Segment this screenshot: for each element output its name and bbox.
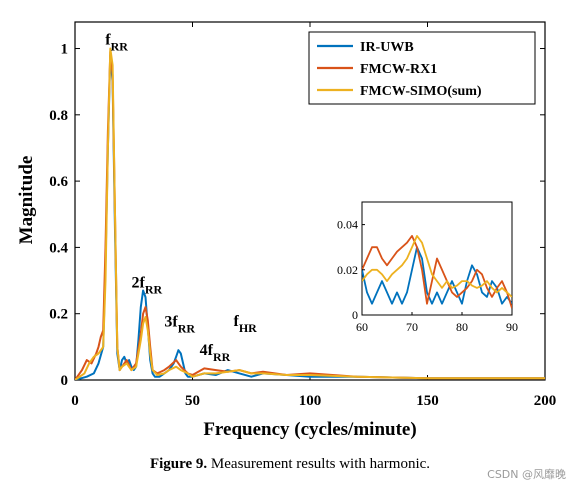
peak-annotation-sub: RR [213,350,231,364]
peak-annotation-main: 2f [132,275,146,292]
peak-annotation: 4fRR [200,342,231,364]
x-tick-label: 50 [185,393,200,409]
y-tick-label: 1 [61,42,69,58]
peak-annotation-main: f [105,32,111,49]
watermark: CSDN @风靡晚 [487,468,566,481]
y-tick-label: 0.6 [49,174,68,190]
peak-annotation: fRR [105,32,128,54]
y-tick-label: 0.8 [49,108,68,124]
legend-label: IR-UWB [360,40,414,55]
y-axis-label: Magnitude [16,156,37,245]
peak-annotation-sub: RR [178,321,196,335]
inset-x-tick-label: 70 [406,320,418,334]
peak-annotation: 2fRR [132,275,163,297]
inset-y-tick-label: 0 [352,308,358,322]
legend-label: FMCW-RX1 [360,62,437,77]
main-plot: 0 50 100 150 20000.20.40.60.81fRR2fRR3fRR4fR… [49,21,557,409]
peak-annotation-sub: HR [239,321,257,335]
inset-x-tick-label: 80 [456,320,468,334]
legend: IR-UWB FMCW-RX1 FMCW-SIMO(sum) [308,31,536,105]
y-tick-label: 0.4 [49,240,68,256]
y-tick-label: 0.2 [49,307,68,323]
peak-annotation: fHR [234,313,258,335]
peak-annotation-sub: RR [111,40,129,54]
peak-annotation: 3fRR [164,313,195,335]
inset-series-line-fmcw-simo-sum- [362,235,512,298]
x-tick-label: 200 [534,393,557,409]
y-tick-label: 0 [61,373,69,389]
legend-label: FMCW-SIMO(sum) [360,84,482,99]
caption-label: Figure 9. [149,456,208,472]
x-axis-label: Frequency (cycles/minute) [203,419,416,440]
series-line-fmcw-simo-sum- [75,47,545,380]
x-tick-label: 0 [71,393,79,409]
inset-y-tick-label: 0.04 [337,218,358,232]
inset-plot: 60 70 80 90 0 0.02 0.04 [337,201,518,334]
inset-y-tick-label: 0.02 [337,263,358,277]
peak-annotation-main: 4f [200,342,214,359]
inset-x-tick-label: 90 [506,320,518,334]
x-tick-label: 150 [416,393,439,409]
inset-series-line-fmcw-rx1 [362,235,512,309]
x-tick-label: 100 [299,393,322,409]
peak-annotation-sub: RR [145,283,163,297]
peak-annotation-main: 3f [164,313,178,330]
peak-annotation-main: f [234,313,240,330]
caption-text: Measurement results with harmonic. [207,456,431,472]
figure-caption: Figure 9. Measurement results with harmo… [0,456,580,473]
inset-x-tick-label: 60 [356,320,368,334]
inset-series-line-ir-uwb [362,246,512,305]
